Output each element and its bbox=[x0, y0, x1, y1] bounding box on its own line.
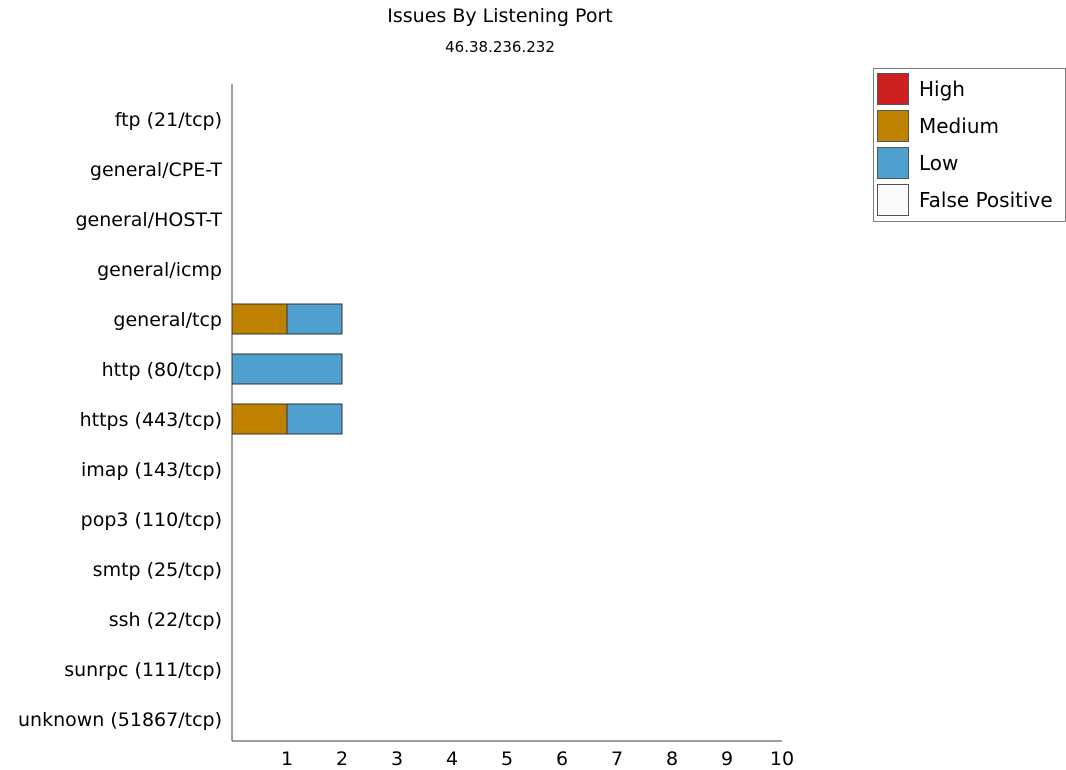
bar-chart: ftp (21/tcp) general/CPE-T general/HOST-T g… bbox=[18, 84, 794, 770]
x-tick-label: 5 bbox=[501, 748, 513, 770]
legend-label-low: Low bbox=[919, 151, 959, 175]
category-label: pop3 (110/tcp) bbox=[81, 509, 222, 531]
legend: High Medium Low False Positive bbox=[873, 68, 1066, 222]
legend-swatch-medium bbox=[877, 110, 909, 142]
category-label: general/icmp bbox=[97, 259, 222, 281]
legend-item-false-positive: False Positive bbox=[877, 183, 1053, 217]
category-label: smtp (25/tcp) bbox=[93, 559, 222, 581]
bar-medium bbox=[231, 403, 288, 435]
x-tick-label: 8 bbox=[666, 748, 678, 770]
legend-swatch-high bbox=[877, 73, 909, 105]
category-label: http (80/tcp) bbox=[102, 359, 222, 381]
category-label: sunrpc (111/tcp) bbox=[64, 659, 222, 681]
x-tick-label: 7 bbox=[611, 748, 623, 770]
category-label: imap (143/tcp) bbox=[81, 459, 222, 481]
x-tick-label: 6 bbox=[556, 748, 568, 770]
bar-medium bbox=[231, 303, 288, 335]
legend-item-high: High bbox=[877, 72, 965, 106]
chart-title: Issues By Listening Port bbox=[387, 5, 613, 27]
chart-subtitle: 46.38.236.232 bbox=[445, 38, 555, 56]
category-label: ssh (22/tcp) bbox=[109, 609, 222, 631]
legend-swatch-low bbox=[877, 147, 909, 179]
legend-item-medium: Medium bbox=[877, 109, 999, 143]
legend-label-high: High bbox=[919, 77, 965, 101]
bar-low bbox=[286, 403, 343, 435]
category-label: ftp (21/tcp) bbox=[115, 109, 222, 131]
legend-swatch-false-positive bbox=[877, 184, 909, 216]
legend-label-false-positive: False Positive bbox=[919, 188, 1053, 212]
legend-label-medium: Medium bbox=[919, 114, 999, 138]
category-label: https (443/tcp) bbox=[80, 409, 222, 431]
category-label: general/CPE-T bbox=[90, 159, 222, 181]
category-label: unknown (51867/tcp) bbox=[18, 709, 222, 731]
bar-low bbox=[231, 353, 343, 385]
bar-low bbox=[286, 303, 343, 335]
category-label: general/tcp bbox=[113, 309, 222, 331]
x-tick-label: 3 bbox=[391, 748, 403, 770]
x-tick-label: 9 bbox=[721, 748, 733, 770]
x-tick-label: 10 bbox=[770, 748, 794, 770]
x-tick-label: 1 bbox=[281, 748, 293, 770]
x-tick-label: 2 bbox=[336, 748, 348, 770]
category-label: general/HOST-T bbox=[76, 209, 223, 231]
legend-item-low: Low bbox=[877, 146, 958, 180]
x-tick-label: 4 bbox=[446, 748, 458, 770]
